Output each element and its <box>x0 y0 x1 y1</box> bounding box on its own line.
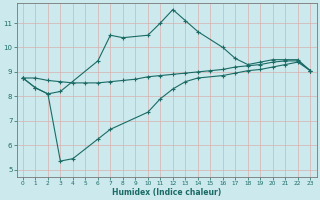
X-axis label: Humidex (Indice chaleur): Humidex (Indice chaleur) <box>112 188 221 197</box>
